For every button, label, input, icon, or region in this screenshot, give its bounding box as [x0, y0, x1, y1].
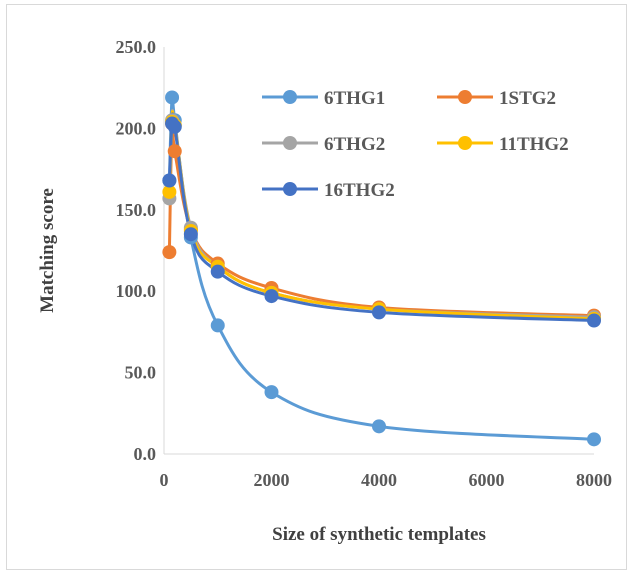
legend: 6THG1 1STG2 6THG2 11THG2 16THG2	[262, 88, 569, 201]
y-axis-title: Matching score	[37, 188, 58, 313]
legend-item: 11THG2	[437, 134, 569, 155]
y-tick-label: 200.0	[116, 118, 157, 138]
y-tick-label: 50.0	[125, 363, 157, 383]
y-tick-label: 0.0	[134, 444, 157, 464]
x-tick-label: 8000	[576, 470, 612, 490]
legend-item: 6THG1	[262, 88, 385, 109]
y-tick-label: 100.0	[116, 281, 157, 301]
legend-label: 11THG2	[499, 134, 569, 155]
legend-marker	[458, 136, 472, 150]
legend-label: 1STG2	[499, 88, 556, 109]
data-point-6thg1	[210, 318, 225, 333]
legend-marker	[283, 182, 297, 196]
data-point-16thg2	[587, 313, 601, 328]
data-point-16thg2	[183, 227, 198, 242]
data-point-16thg2	[264, 289, 279, 304]
legend-label: 16THG2	[324, 180, 395, 201]
series-points	[162, 90, 601, 447]
legend-item: 6THG2	[262, 134, 385, 155]
line-chart: 0.0 50.0 100.0 150.0 200.0 250.0 0 2000 4000 600…	[37, 37, 613, 545]
data-point-16thg2	[210, 264, 225, 279]
x-axis-title: Size of synthetic templates	[272, 524, 486, 545]
data-point-6thg1	[264, 385, 279, 400]
legend-marker	[283, 90, 297, 104]
y-tick-labels: 0.0 50.0 100.0 150.0 200.0 250.0	[116, 37, 157, 464]
data-point-6thg1	[587, 432, 601, 447]
data-point-6thg1	[165, 90, 180, 105]
legend-label: 6THG2	[324, 134, 385, 155]
x-tick-label: 4000	[361, 470, 397, 490]
data-point-16thg2	[162, 173, 177, 188]
data-point-1stg2	[167, 144, 182, 159]
legend-item: 16THG2	[262, 180, 395, 201]
legend-label: 6THG1	[324, 88, 385, 109]
x-tick-label: 0	[160, 470, 169, 490]
data-point-1stg2	[162, 245, 177, 260]
data-point-16thg2	[167, 119, 182, 134]
x-tick-labels: 0 2000 4000 6000 8000	[160, 470, 613, 490]
chart-frame: 0.0 50.0 100.0 150.0 200.0 250.0 0 2000 4000 600…	[6, 4, 627, 570]
legend-item: 1STG2	[437, 88, 556, 109]
y-tick-label: 250.0	[116, 37, 157, 57]
x-tick-label: 6000	[469, 470, 505, 490]
data-point-11thg2	[162, 184, 177, 199]
legend-marker	[283, 136, 297, 150]
x-tick-label: 2000	[254, 470, 290, 490]
y-tick-label: 150.0	[116, 200, 157, 220]
data-point-16thg2	[372, 305, 386, 320]
legend-marker	[458, 90, 472, 104]
data-point-6thg1	[372, 419, 386, 434]
